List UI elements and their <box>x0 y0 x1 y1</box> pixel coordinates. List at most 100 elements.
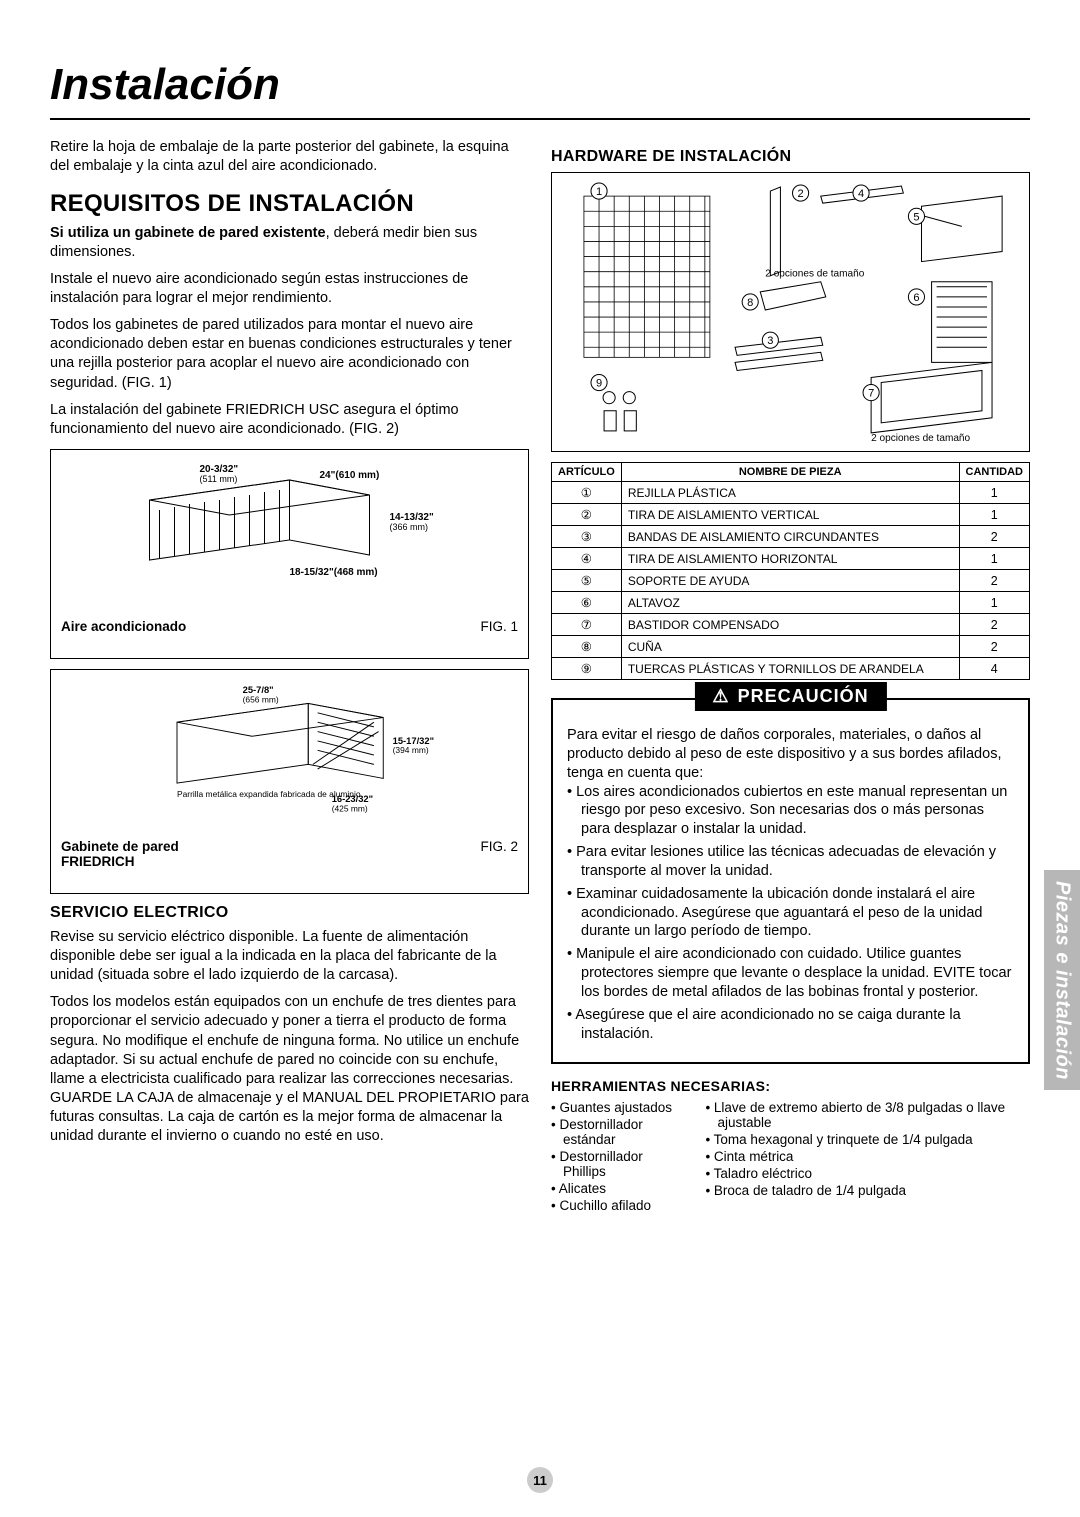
part-name: ALTAVOZ <box>621 592 959 614</box>
tool-item: Destornillador estándar <box>551 1117 685 1147</box>
svg-text:1: 1 <box>596 186 602 198</box>
tool-item: Guantes ajustados <box>551 1100 685 1115</box>
part-name: TIRA DE AISLAMIENTO HORIZONTAL <box>621 548 959 570</box>
part-num: ① <box>552 482 622 504</box>
tool-item: Cuchillo afilado <box>551 1198 685 1213</box>
svg-text:2 opciones de tamaño: 2 opciones de tamaño <box>871 433 970 443</box>
requisitos-heading: REQUISITOS DE INSTALACIÓN <box>50 190 529 218</box>
part-num: ④ <box>552 548 622 570</box>
svg-text:(425 mm): (425 mm) <box>332 803 368 813</box>
caution-item: Examinar cuidadosamente la ubicación don… <box>567 885 1014 942</box>
part-qty: 2 <box>959 614 1029 636</box>
svg-text:5: 5 <box>913 211 919 223</box>
svg-text:4: 4 <box>858 188 864 200</box>
right-column: HARDWARE DE INSTALACIÓN <box>551 138 1030 1215</box>
table-row: ④TIRA DE AISLAMIENTO HORIZONTAL1 <box>552 548 1030 570</box>
page-title: Instalación <box>50 60 1030 110</box>
req-p1: Si utiliza un gabinete de pared existent… <box>50 224 529 262</box>
side-tab: Piezas e instalación <box>1044 870 1080 1090</box>
part-name: BANDAS DE AISLAMIENTO CIRCUNDANTES <box>621 526 959 548</box>
req-p1-bold: Si utiliza un gabinete de pared existent… <box>50 225 326 241</box>
tools-left-list: Guantes ajustados Destornillador estándar… <box>551 1100 685 1215</box>
tools-heading: HERRAMIENTAS NECESARIAS: <box>551 1078 1030 1094</box>
figure-2-box: 25-7/8" (656 mm) 15-17/32" (394 mm) 16-2… <box>50 669 529 894</box>
svg-text:8: 8 <box>747 297 753 309</box>
part-name: TIRA DE AISLAMIENTO VERTICAL <box>621 504 959 526</box>
caution-list: Los aires acondicionados cubiertos en es… <box>567 783 1014 1044</box>
tool-item: Toma hexagonal y trinquete de 1/4 pulgad… <box>705 1132 1030 1147</box>
part-num: ③ <box>552 526 622 548</box>
servicio-p1: Revise su servicio eléctrico disponible.… <box>50 928 529 985</box>
svg-text:9: 9 <box>596 378 602 390</box>
svg-text:Parrilla metálica expandida fa: Parrilla metálica expandida fabricada de… <box>177 789 361 799</box>
part-num: ⑦ <box>552 614 622 636</box>
tools-right-list: Llave de extremo abierto de 3/8 pulgadas… <box>705 1100 1030 1215</box>
part-qty: 1 <box>959 592 1029 614</box>
part-name: CUÑA <box>621 636 959 658</box>
svg-text:2 opciones de tamaño: 2 opciones de tamaño <box>765 269 864 280</box>
figure-1-box: 20-3/32" (511 mm) 24"(610 mm) 14-13/32" … <box>50 449 529 659</box>
svg-text:6: 6 <box>913 292 919 304</box>
table-row: ⑧CUÑA2 <box>552 636 1030 658</box>
svg-text:(394 mm): (394 mm) <box>393 745 429 755</box>
page-number: 11 <box>527 1467 553 1493</box>
table-row: ①REJILLA PLÁSTICA1 <box>552 482 1030 504</box>
svg-text:(656 mm): (656 mm) <box>243 694 279 704</box>
table-row: ⑤SOPORTE DE AYUDA2 <box>552 570 1030 592</box>
tool-item: Destornillador Phillips <box>551 1149 685 1179</box>
hardware-heading: HARDWARE DE INSTALACIÓN <box>551 148 1030 166</box>
table-row: ②TIRA DE AISLAMIENTO VERTICAL1 <box>552 504 1030 526</box>
intro-text: Retire la hoja de embalaje de la parte p… <box>50 138 529 176</box>
tool-item: Cinta métrica <box>705 1149 1030 1164</box>
svg-text:2: 2 <box>798 188 804 200</box>
caution-item: Para evitar lesiones utilice las técnica… <box>567 843 1014 881</box>
left-column: Retire la hoja de embalaje de la parte p… <box>50 138 529 1215</box>
part-qty: 2 <box>959 636 1029 658</box>
svg-text:(511 mm): (511 mm) <box>200 474 238 484</box>
tools-section: HERRAMIENTAS NECESARIAS: Guantes ajustad… <box>551 1078 1030 1215</box>
figure-1-svg: 20-3/32" (511 mm) 24"(610 mm) 14-13/32" … <box>61 460 518 610</box>
part-name: SOPORTE DE AYUDA <box>621 570 959 592</box>
svg-text:7: 7 <box>868 388 874 400</box>
fig1-caption-left: Aire acondicionado <box>61 619 186 634</box>
servicio-p2: Todos los modelos están equipados con un… <box>50 993 529 1146</box>
fig1-caption-right: FIG. 1 <box>480 619 518 634</box>
part-qty: 2 <box>959 526 1029 548</box>
fig2-caption-right: FIG. 2 <box>480 839 518 869</box>
th-cantidad: CANTIDAD <box>959 463 1029 482</box>
caution-intro: Para evitar el riesgo de daños corporale… <box>567 726 1014 783</box>
warning-icon: ⚠ <box>712 686 729 707</box>
tool-item: Alicates <box>551 1181 685 1196</box>
table-row: ⑥ALTAVOZ1 <box>552 592 1030 614</box>
req-p2: Instale el nuevo aire acondicionado segú… <box>50 270 529 308</box>
svg-text:3: 3 <box>767 335 773 347</box>
part-qty: 2 <box>959 570 1029 592</box>
tool-item: Broca de taladro de 1/4 pulgada <box>705 1183 1030 1198</box>
req-p4: La instalación del gabinete FRIEDRICH US… <box>50 401 529 439</box>
part-qty: 1 <box>959 504 1029 526</box>
table-row: ⑨TUERCAS PLÁSTICAS Y TORNILLOS DE ARANDE… <box>552 658 1030 680</box>
fig2-caption-left: Gabinete de pared FRIEDRICH <box>61 839 179 869</box>
servicio-heading: SERVICIO ELECTRICO <box>50 904 529 922</box>
part-num: ② <box>552 504 622 526</box>
req-p3: Todos los gabinetes de pared utilizados … <box>50 316 529 393</box>
caution-item: Los aires acondicionados cubiertos en es… <box>567 783 1014 840</box>
part-num: ⑤ <box>552 570 622 592</box>
caution-header: ⚠ PRECAUCIÓN <box>694 682 886 711</box>
figure-2-svg: 25-7/8" (656 mm) 15-17/32" (394 mm) 16-2… <box>61 680 518 830</box>
hardware-diagram: 1 2 4 5 <box>551 172 1030 452</box>
caution-box: ⚠ PRECAUCIÓN Para evitar el riesgo de da… <box>551 698 1030 1064</box>
part-name: REJILLA PLÁSTICA <box>621 482 959 504</box>
parts-table: ARTÍCULO NOMBRE DE PIEZA CANTIDAD ①REJIL… <box>551 462 1030 680</box>
part-qty: 1 <box>959 482 1029 504</box>
part-num: ⑥ <box>552 592 622 614</box>
part-name: TUERCAS PLÁSTICAS Y TORNILLOS DE ARANDEL… <box>621 658 959 680</box>
part-num: ⑨ <box>552 658 622 680</box>
svg-text:(366 mm): (366 mm) <box>390 522 429 532</box>
table-row: ⑦BASTIDOR COMPENSADO2 <box>552 614 1030 636</box>
part-qty: 1 <box>959 548 1029 570</box>
part-qty: 4 <box>959 658 1029 680</box>
svg-text:24"(610 mm): 24"(610 mm) <box>320 470 380 481</box>
th-articulo: ARTÍCULO <box>552 463 622 482</box>
part-name: BASTIDOR COMPENSADO <box>621 614 959 636</box>
